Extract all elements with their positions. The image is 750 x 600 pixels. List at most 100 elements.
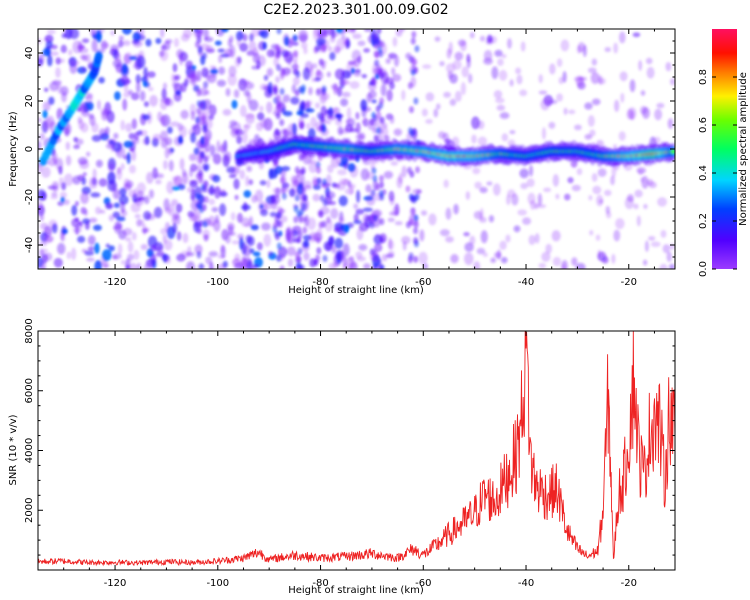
heatmap-speck bbox=[198, 220, 204, 228]
heatmap-speck bbox=[42, 109, 48, 119]
heatmap-speck bbox=[463, 231, 470, 237]
heatmap-speck bbox=[358, 244, 368, 251]
heatmap-speck bbox=[155, 37, 162, 45]
heatmap-speck bbox=[560, 263, 567, 269]
heatmap-speck bbox=[638, 60, 643, 71]
heatmap-speck bbox=[274, 128, 280, 136]
heatmap-speck bbox=[233, 178, 240, 190]
heatmap-speck bbox=[282, 94, 291, 103]
heatmap-speck bbox=[276, 29, 282, 35]
heatmap-speck bbox=[592, 185, 602, 195]
heatmap-speck bbox=[213, 219, 221, 232]
heatmap-speck bbox=[78, 119, 85, 130]
heatmap-speck bbox=[491, 66, 499, 80]
heatmap-speck bbox=[305, 122, 311, 130]
heatmap-speck bbox=[259, 180, 267, 186]
heatmap-speck bbox=[343, 127, 351, 132]
y-tick-label: -20 bbox=[24, 189, 35, 205]
heatmap-speck bbox=[94, 242, 100, 254]
heatmap-speck bbox=[190, 163, 198, 172]
heatmap-speck bbox=[65, 141, 71, 151]
heatmap-speck bbox=[239, 169, 246, 180]
heatmap-speck bbox=[126, 152, 131, 165]
heatmap-speck bbox=[353, 203, 359, 210]
heatmap-speck bbox=[536, 204, 547, 209]
heatmap-speck bbox=[337, 169, 347, 176]
heatmap-speck bbox=[355, 111, 360, 120]
heatmap-speck bbox=[119, 187, 127, 197]
heatmap-speck bbox=[371, 111, 377, 119]
heatmap-blobs bbox=[38, 29, 675, 269]
heatmap-speck bbox=[390, 161, 399, 166]
heatmap-speck bbox=[234, 129, 244, 136]
heatmap-speck bbox=[223, 151, 232, 163]
heatmap-speck bbox=[73, 144, 80, 150]
heatmap-speck bbox=[420, 210, 428, 216]
heatmap-speck bbox=[260, 118, 269, 129]
heatmap-speck bbox=[175, 90, 182, 96]
heatmap-speck bbox=[383, 170, 394, 179]
figure-title: C2E2.2023.301.00.09.G02 bbox=[263, 2, 448, 18]
heatmap-speck bbox=[319, 194, 325, 202]
heatmap-speck bbox=[189, 153, 197, 162]
heatmap-speck bbox=[482, 252, 488, 258]
heatmap-speck bbox=[353, 219, 362, 225]
heatmap-speck bbox=[270, 197, 278, 210]
heatmap-speck bbox=[506, 194, 511, 206]
heatmap-speck bbox=[61, 228, 68, 235]
heatmap-speck bbox=[81, 109, 90, 117]
heatmap-speck bbox=[272, 170, 278, 178]
heatmap-speck bbox=[274, 230, 280, 238]
heatmap-speck bbox=[568, 109, 576, 115]
heatmap-speck bbox=[185, 60, 194, 70]
heatmap-speck bbox=[298, 153, 304, 161]
heatmap-speck bbox=[131, 118, 138, 130]
heatmap-speck bbox=[214, 185, 221, 199]
heatmap-speck bbox=[454, 90, 462, 102]
heatmap-speck bbox=[316, 69, 322, 77]
heatmap-speck bbox=[292, 34, 298, 42]
heatmap-speck bbox=[474, 181, 483, 190]
heatmap-speck bbox=[362, 117, 369, 127]
heatmap-speck bbox=[571, 184, 581, 192]
heatmap-speck bbox=[522, 217, 532, 225]
heatmap-speck bbox=[315, 88, 321, 96]
heatmap-speck bbox=[669, 243, 675, 250]
heatmap-speck bbox=[407, 127, 413, 135]
heatmap-speck bbox=[334, 227, 340, 233]
heatmap-speck bbox=[662, 244, 670, 254]
heatmap-speck bbox=[413, 255, 419, 263]
heatmap-speck bbox=[443, 91, 452, 98]
snr-ticks: -120 -100 -80 -60 -40 -20 2000 4000 6000 8000 bbox=[24, 318, 675, 589]
heatmap-speck bbox=[352, 33, 362, 40]
heatmap-speck bbox=[98, 76, 105, 84]
heatmap-speck bbox=[61, 91, 67, 103]
heatmap-speck bbox=[302, 226, 308, 234]
heatmap-speck bbox=[515, 67, 522, 75]
y-tick-label: 6000 bbox=[24, 378, 35, 403]
heatmap-speck bbox=[312, 193, 321, 202]
x-tick-label: -120 bbox=[104, 277, 127, 288]
heatmap-speck bbox=[112, 188, 121, 200]
heatmap-speck bbox=[146, 111, 153, 124]
heatmap-speck bbox=[513, 225, 521, 233]
heatmap-speck bbox=[659, 263, 668, 269]
heatmap-speck bbox=[333, 32, 340, 37]
heatmap-speck bbox=[348, 256, 355, 262]
colorbar-tick-label: 0.8 bbox=[698, 69, 709, 85]
heatmap-speck bbox=[341, 91, 351, 98]
heatmap-speck bbox=[340, 98, 349, 107]
heatmap-speck bbox=[479, 35, 486, 42]
heatmap-speck bbox=[473, 210, 483, 220]
heatmap-speck bbox=[413, 227, 419, 235]
heatmap-speck bbox=[370, 189, 376, 197]
heatmap-speck bbox=[574, 124, 582, 131]
heatmap-speck bbox=[302, 67, 311, 81]
heatmap-speck bbox=[77, 157, 88, 165]
heatmap-speck bbox=[208, 261, 214, 269]
heatmap-speck bbox=[656, 102, 665, 109]
heatmap-speck bbox=[342, 243, 350, 256]
heatmap-speck bbox=[275, 187, 281, 198]
heatmap-speck bbox=[172, 222, 178, 234]
heatmap-speck bbox=[46, 29, 56, 35]
